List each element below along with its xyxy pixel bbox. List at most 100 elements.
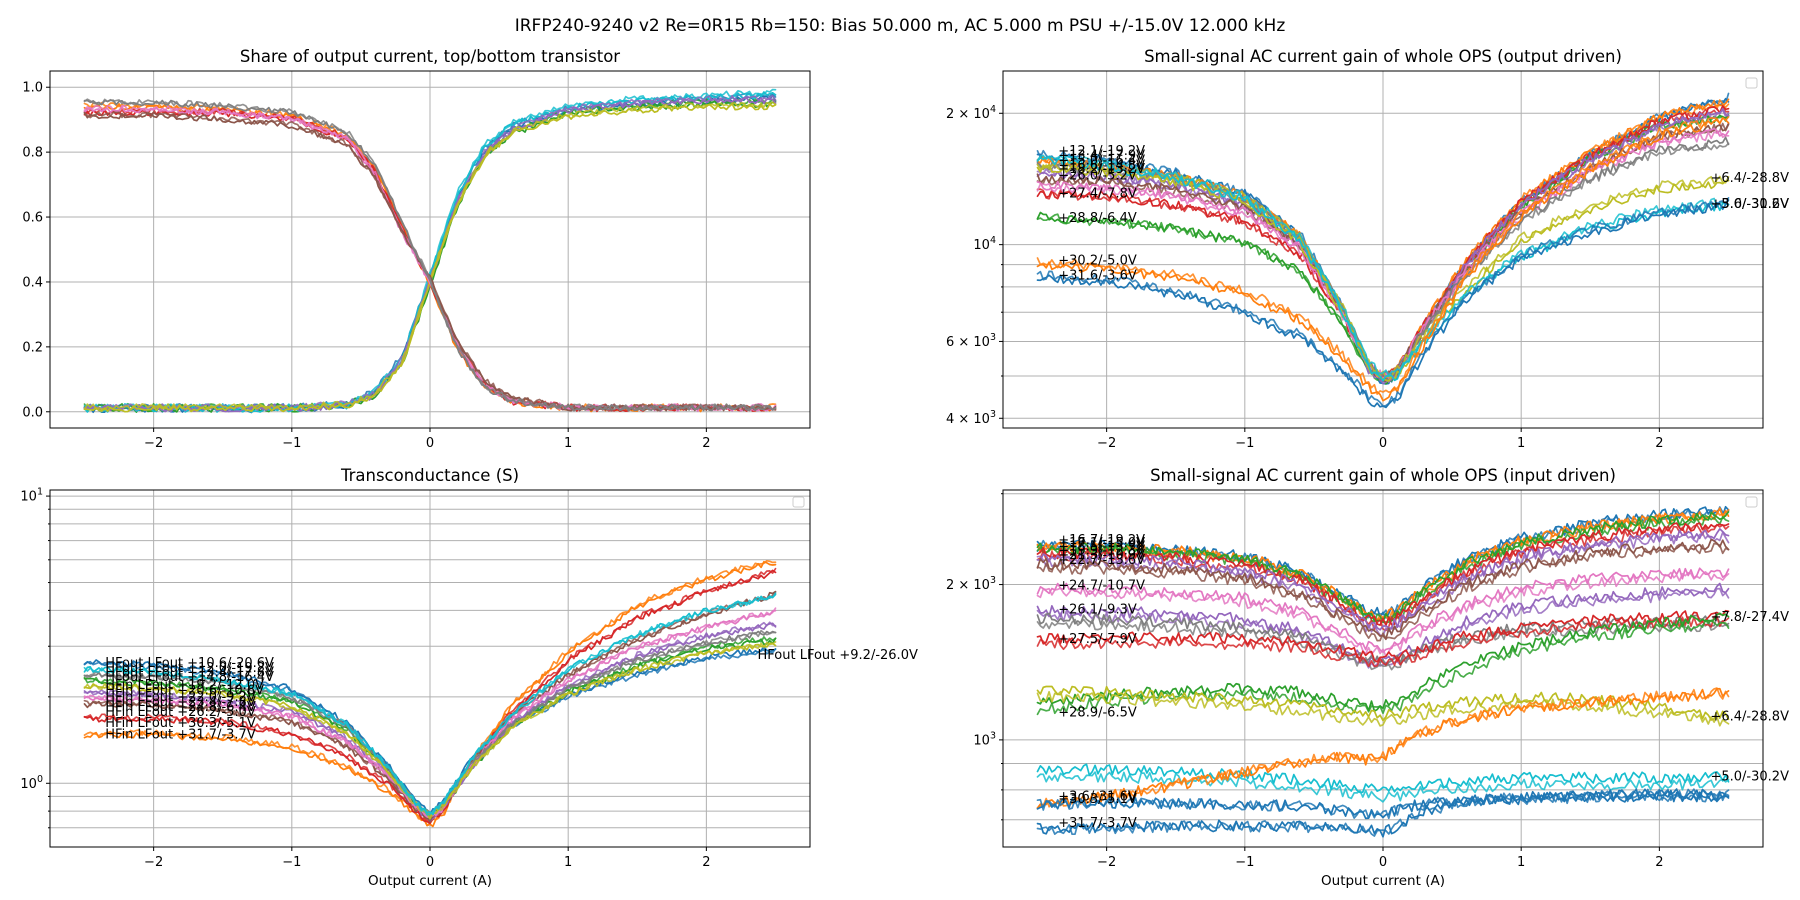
- x-tick-label: 2: [702, 855, 710, 870]
- series-group: [1036, 92, 1730, 409]
- series-group: [83, 559, 777, 828]
- series-line: [1036, 685, 1730, 722]
- series-line: [1036, 618, 1730, 671]
- series-annotation: +3.6/-31.6V: [1710, 197, 1789, 212]
- series-line: [1036, 567, 1730, 654]
- series-annotation: +21.3/-10.9V: [1058, 548, 1145, 563]
- series-line: [1036, 154, 1730, 377]
- series-annotation: +22.7/-13.6V: [1058, 553, 1145, 568]
- series-annotation: +6.4/-28.8V: [1710, 709, 1789, 724]
- series-line: [1036, 197, 1730, 408]
- series-line: [1036, 609, 1730, 663]
- series-line: [1036, 116, 1730, 395]
- series-annotation: +15.0/-16.4V: [1058, 153, 1145, 168]
- chart-title: Share of output current, top/bottom tran…: [240, 47, 620, 66]
- y-tick-label: 4 × 103: [946, 409, 996, 427]
- series-annotation: +16.6/-14.8V: [1058, 158, 1145, 173]
- y-tick-exponent: 3: [990, 730, 996, 741]
- series-annotation: HFin LFout +24.8/-6.4V: [105, 700, 256, 715]
- series-annotation: +28.9/-6.5V: [1058, 705, 1137, 720]
- series-annotation: HFout LFout +10.6/-20.6V: [105, 656, 274, 671]
- series-annotation: +5.0/-30.2V: [1710, 197, 1789, 212]
- series-annotation: +7.8/-27.4V: [1710, 610, 1789, 625]
- x-tick-label: −1: [1235, 436, 1254, 451]
- series-annotation: HFin LFout +19.2/-12.0V: [105, 678, 264, 693]
- series-annotation: HFout LFout +12.0/-19.2V: [105, 661, 274, 676]
- x-axis-label: Output current (A): [1321, 873, 1445, 889]
- series-line: [83, 593, 777, 816]
- chart-title: Small-signal AC current gain of whole OP…: [1144, 47, 1622, 66]
- y-tick-label: 0.6: [22, 211, 43, 226]
- x-tick-label: 0: [426, 436, 434, 451]
- x-tick-label: −2: [144, 436, 163, 451]
- series-annotation: +18.5/-13.7V: [1058, 540, 1145, 555]
- series-group: [83, 88, 777, 414]
- x-tick-label: −2: [1097, 855, 1116, 870]
- series-line: [83, 592, 777, 816]
- series-line: [1036, 690, 1730, 727]
- x-tick-label: 0: [1379, 436, 1387, 451]
- series-annotation: +17.1/-15.0V: [1058, 536, 1145, 551]
- series-annotation: HFin LFout +22.0/-9.2V: [105, 690, 256, 705]
- series-annotation: +19.9/-12.3V: [1058, 543, 1145, 558]
- series-annotation: +3.6/-31.6V: [1058, 790, 1137, 805]
- chart-ac-gain-input: Small-signal AC current gain of whole OP…: [946, 466, 1789, 889]
- x-tick-label: −2: [144, 855, 163, 870]
- series-annotation: HFin LFout +23.4/-7.8V: [105, 695, 256, 710]
- y-tick-exponent: 3: [990, 409, 996, 420]
- series-line: [1036, 156, 1730, 382]
- series-annotation: +6.4/-28.8V: [1710, 171, 1789, 186]
- series-annotation: HFin LFout +20.6/-10.6V: [105, 684, 264, 699]
- x-tick-label: 1: [1517, 855, 1525, 870]
- series-line: [1036, 542, 1730, 642]
- series-annotation: HFin LFout +31.7/-3.7V: [105, 727, 256, 742]
- y-tick-label: 0.4: [22, 275, 43, 290]
- series-line: [1036, 788, 1730, 838]
- chart-title: Small-signal AC current gain of whole OP…: [1150, 466, 1616, 485]
- series-line: [1036, 514, 1730, 624]
- y-tick-exponent: 1: [37, 487, 43, 498]
- series-line: [1036, 771, 1730, 803]
- y-tick-label: 101: [20, 487, 43, 505]
- x-tick-label: −1: [1235, 855, 1254, 870]
- series-annotation: +13.4/-17.9V: [1058, 149, 1145, 164]
- series-annotation: +5.0/-30.2V: [1710, 769, 1789, 784]
- x-tick-label: 2: [702, 436, 710, 451]
- y-tick-label: 0.2: [22, 340, 43, 355]
- x-tick-label: −2: [1097, 436, 1116, 451]
- series-line: [1036, 160, 1730, 379]
- y-tick-exponent: 0: [37, 774, 43, 785]
- grid-lines: [50, 71, 810, 428]
- series-line: [1036, 571, 1730, 658]
- series-line: [1036, 612, 1730, 667]
- series-annotation: HFin LFout +26.2/-5.0V: [105, 705, 256, 720]
- series-line: [1036, 506, 1730, 620]
- x-tick-label: −1: [282, 436, 301, 451]
- series-annotation: HFin LFout +30.3/-5.1V: [105, 716, 256, 731]
- x-tick-label: 2: [1655, 855, 1663, 870]
- series-line: [83, 592, 777, 823]
- series-line: [1036, 142, 1730, 382]
- x-tick-label: 0: [426, 855, 434, 870]
- series-annotation: HFout LFout +9.2/-26.0V: [757, 648, 917, 663]
- y-tick-label: 6 × 103: [946, 332, 996, 350]
- x-tick-label: 1: [564, 436, 572, 451]
- legend-box: [792, 496, 805, 508]
- series-line: [1036, 790, 1730, 820]
- y-tick-label: 2 × 103: [946, 575, 996, 593]
- series-line: [1036, 763, 1730, 794]
- series-annotation: +12.1/-19.2V: [1058, 144, 1145, 159]
- legend-box: [1745, 496, 1758, 508]
- grid-lines: [50, 490, 810, 847]
- x-tick-label: 1: [1517, 436, 1525, 451]
- y-tick-exponent: 3: [990, 332, 996, 343]
- series-line: [1036, 788, 1730, 837]
- series-group: [1036, 505, 1730, 838]
- series-annotation: +24.7/-10.7V: [1058, 579, 1145, 594]
- series-line: [1036, 587, 1730, 669]
- chart-transconductance: Transconductance (S) −2 −1 0 1 2 100 101 Output …: [20, 466, 918, 889]
- series-line: [1036, 687, 1730, 809]
- series-line: [83, 569, 777, 825]
- figure-suptitle: IRFP240-9240 v2 Re=0R15 Rb=150: Bias 50.…: [515, 16, 1286, 36]
